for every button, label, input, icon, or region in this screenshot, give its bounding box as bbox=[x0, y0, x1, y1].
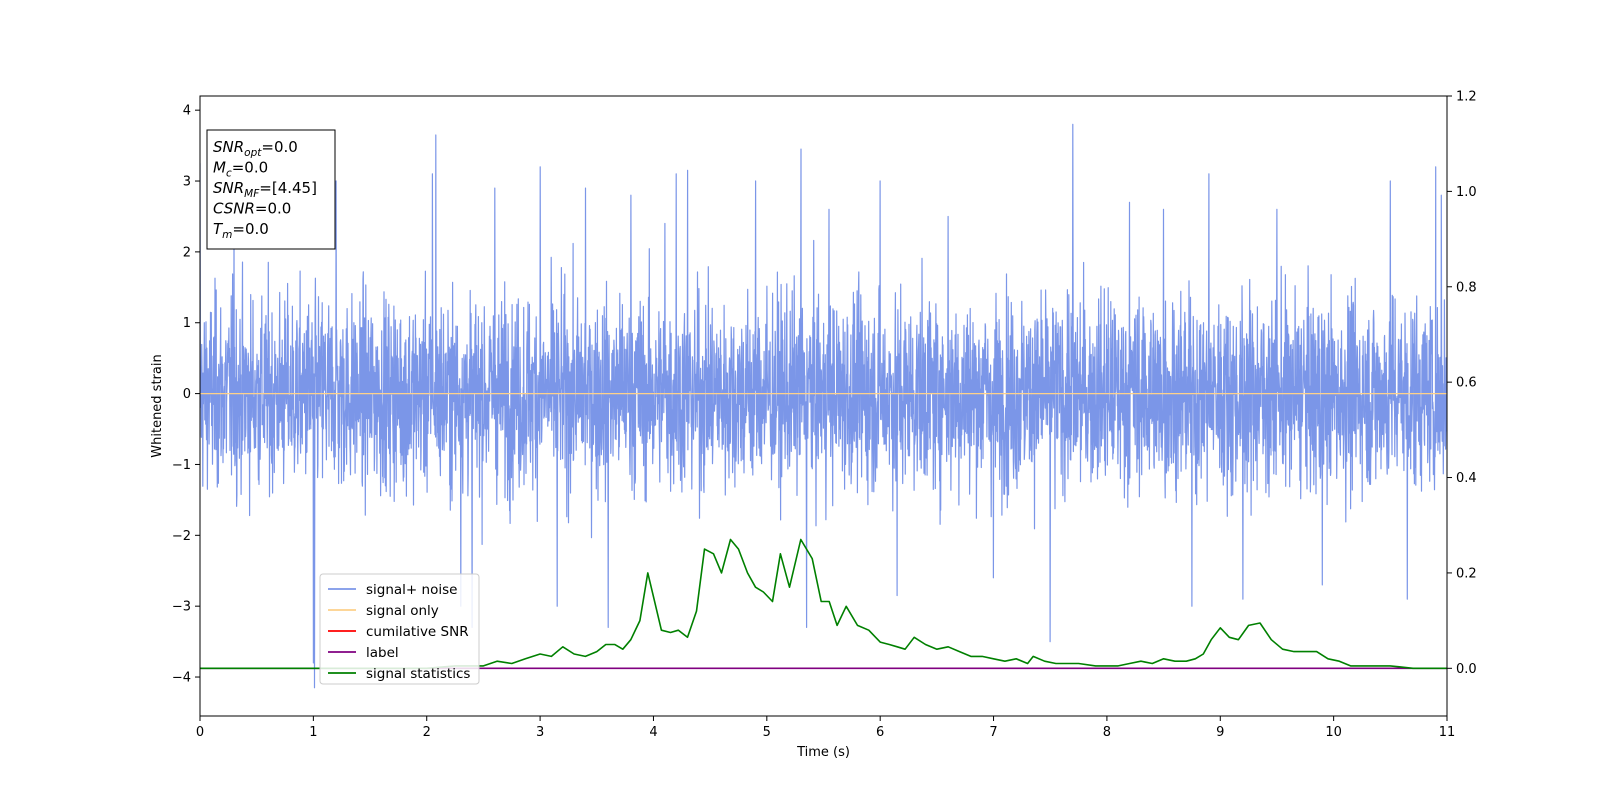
info-line-value: =0.0 bbox=[261, 138, 297, 156]
legend: signal+ noise signal only cumilative SNR la… bbox=[319, 573, 480, 685]
plot-frame bbox=[199, 95, 1448, 717]
legend-label: signal only bbox=[366, 603, 439, 619]
x-tick-label: 0 bbox=[196, 725, 204, 740]
y-tick-label: 4 bbox=[183, 104, 191, 119]
info-line-symbol: SNR bbox=[213, 138, 244, 156]
x-tick-label: 9 bbox=[1216, 725, 1224, 740]
info-line-value: =0.0 bbox=[232, 220, 268, 238]
x-tick-label: 8 bbox=[1103, 725, 1111, 740]
y-tick-label: −4 bbox=[172, 671, 191, 686]
x-tick-label: 1 bbox=[309, 725, 317, 740]
y-tick-label: −3 bbox=[172, 600, 191, 615]
x-axis-label: Time (s) bbox=[796, 745, 850, 760]
info-line-subscript: opt bbox=[244, 147, 262, 159]
info-line: SNRMF=[4.45] bbox=[213, 179, 317, 200]
x-tick-label: 4 bbox=[649, 725, 657, 740]
x-tick-label: 2 bbox=[423, 725, 431, 740]
y-axis-left: 4 3 2 1 0 −1 −2 −3 −4 bbox=[172, 104, 200, 686]
info-line-symbol: CSNR bbox=[213, 200, 255, 218]
y2-tick-label: 1.0 bbox=[1456, 185, 1477, 200]
legend-label: label bbox=[366, 645, 399, 661]
info-line-symbol: SNR bbox=[213, 179, 244, 197]
info-line: Tm=0.0 bbox=[213, 220, 269, 241]
legend-label: signal+ noise bbox=[366, 582, 457, 598]
y-tick-label: −2 bbox=[172, 529, 191, 544]
y-tick-label: 1 bbox=[183, 316, 191, 331]
y2-tick-label: 0.8 bbox=[1456, 280, 1477, 295]
x-tick-label: 5 bbox=[763, 725, 771, 740]
info-line-subscript: c bbox=[226, 168, 232, 180]
info-line: Mc=0.0 bbox=[213, 159, 268, 180]
x-tick-label: 11 bbox=[1439, 725, 1456, 740]
y2-tick-label: 0.4 bbox=[1456, 471, 1477, 486]
x-axis: 0 1 2 3 4 5 6 7 8 9 10 11 bbox=[196, 716, 1455, 740]
signal-noise-line bbox=[200, 123, 1447, 689]
info-line: CSNR=0.0 bbox=[213, 200, 291, 218]
y-tick-label: −1 bbox=[172, 458, 191, 473]
info-line-symbol: M bbox=[213, 159, 226, 177]
info-line-subscript: MF bbox=[244, 188, 260, 200]
y-axis-label: Whitened strain bbox=[150, 354, 165, 457]
info-box-frame bbox=[206, 129, 336, 250]
x-tick-label: 6 bbox=[876, 725, 884, 740]
info-line-value: =0.0 bbox=[255, 200, 291, 218]
legend-label: cumilative SNR bbox=[366, 624, 469, 640]
info-line-symbol: T bbox=[213, 220, 224, 238]
info-box: SNRopt=0.0Mc=0.0SNRMF=[4.45]CSNR=0.0Tm=0… bbox=[206, 129, 336, 250]
x-tick-label: 3 bbox=[536, 725, 544, 740]
y2-tick-label: 0.6 bbox=[1456, 376, 1477, 391]
info-line-subscript: m bbox=[222, 229, 232, 241]
info-line: SNRopt=0.0 bbox=[213, 138, 298, 159]
y-tick-label: 3 bbox=[183, 175, 191, 190]
x-tick-label: 10 bbox=[1325, 725, 1342, 740]
x-tick-label: 7 bbox=[989, 725, 997, 740]
info-line-value: =0.0 bbox=[232, 159, 268, 177]
y2-tick-label: 0.2 bbox=[1456, 566, 1477, 581]
info-line-value: =[4.45] bbox=[259, 179, 317, 197]
signal-statistics-line bbox=[200, 538, 1447, 670]
y2-tick-label: 1.2 bbox=[1456, 90, 1477, 105]
legend-frame bbox=[319, 573, 480, 685]
y2-tick-label: 0.0 bbox=[1456, 662, 1477, 677]
legend-label: signal statistics bbox=[366, 666, 470, 682]
y-axis-right: 1.2 1.0 0.8 0.6 0.4 0.2 0.0 bbox=[1447, 90, 1477, 677]
signal-noise-series bbox=[200, 123, 1447, 689]
y-tick-label: 0 bbox=[183, 387, 191, 402]
y-tick-label: 2 bbox=[183, 245, 191, 260]
